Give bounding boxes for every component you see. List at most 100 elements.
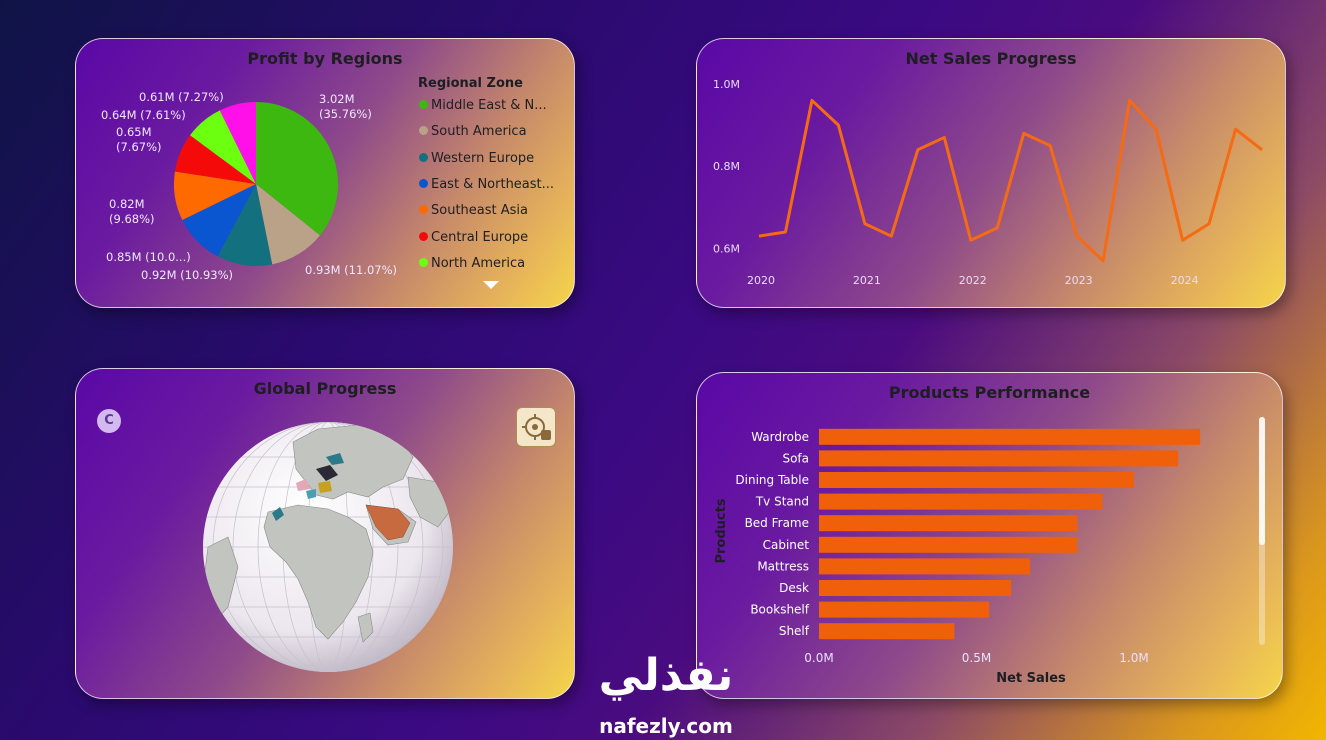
category-label-cabinet: Cabinet	[763, 538, 810, 552]
net-sales-point[interactable]	[1260, 148, 1264, 152]
nafezly-watermark: نفذلي nafezly.com	[586, 650, 746, 740]
net-sales-point[interactable]	[863, 222, 867, 226]
legend-item-southeast-asia[interactable]: Southeast Asia	[419, 203, 528, 218]
legend-item-south-america[interactable]: South America	[419, 124, 527, 139]
pie-slice-east-northeast[interactable]	[182, 184, 256, 257]
products-scrollbar-thumb[interactable]	[1259, 417, 1265, 545]
x-axis-title: Net Sales	[996, 671, 1066, 686]
net-sales-point[interactable]	[916, 148, 920, 152]
y-axis-title: Products	[714, 498, 729, 563]
pie-label-central-europe: 0.65M (7.67%)	[116, 125, 162, 154]
pie-slice-unlabeled-7[interactable]	[219, 102, 256, 184]
net-sales-progress-card: Net Sales Progress 0.6M 0.8M 1.0M 2020 2021 2…	[696, 38, 1286, 308]
legend-item-western-europe[interactable]: Western Europe	[419, 151, 534, 166]
global-progress-card: Global Progress C	[75, 368, 575, 699]
watermark-arabic: نفذلي	[598, 650, 734, 701]
category-label-mattress: Mattress	[757, 559, 809, 573]
net-sales-series-line[interactable]	[758, 98, 1263, 263]
net-sales-point[interactable]	[995, 226, 999, 230]
pie-slice-middle-east-n[interactable]	[256, 102, 338, 236]
bar-sofa[interactable]	[819, 450, 1179, 467]
net-sales-point[interactable]	[889, 234, 893, 238]
x-tick-label: 2021	[853, 274, 881, 287]
bar-mattress[interactable]	[819, 558, 1031, 575]
category-label-desk: Desk	[779, 581, 809, 595]
y-tick-label: 0.8M	[713, 160, 740, 173]
globe-map[interactable]	[198, 417, 458, 677]
category-label-sofa: Sofa	[782, 451, 809, 465]
products-performance-card: Products Performance Wardrobe Sofa Dining …	[696, 372, 1283, 699]
net-sales-point[interactable]	[1022, 131, 1026, 135]
bar-cabinet[interactable]	[819, 536, 1078, 553]
pie-slice-south-america[interactable]	[256, 184, 320, 265]
pie-slice-north-america[interactable]	[190, 110, 256, 184]
net-sales-point[interactable]	[969, 238, 973, 242]
category-label-bookshelf: Bookshelf	[750, 603, 809, 617]
pie-label-east-northeast: 0.85M (10.0...)	[106, 250, 191, 264]
profit-pie-chart	[174, 102, 338, 266]
legend-dot-icon	[419, 178, 428, 188]
net-sales-point[interactable]	[1207, 222, 1211, 226]
legend-dot-icon	[419, 205, 428, 215]
y-tick-label: 1.0M	[713, 78, 740, 91]
pie-label-middle-east: 3.02M (35.76%)	[319, 92, 372, 121]
category-label-bed-frame: Bed Frame	[745, 516, 809, 530]
legend-item-central-europe[interactable]: Central Europe	[419, 230, 528, 245]
net-sales-chart-title: Net Sales Progress	[905, 49, 1077, 68]
products-chart-title: Products Performance	[888, 383, 1091, 402]
pie-slice-western-europe[interactable]	[217, 184, 273, 266]
bar-tv-stand[interactable]	[819, 493, 1103, 510]
pie-label-south-america: 0.93M (11.07%)	[305, 263, 398, 277]
category-label-wardrobe: Wardrobe	[751, 430, 809, 444]
net-sales-point[interactable]	[757, 234, 761, 238]
net-sales-point[interactable]	[1181, 238, 1185, 242]
net-sales-point[interactable]	[1101, 259, 1105, 263]
legend-label: Southeast Asia	[431, 203, 528, 219]
globe-land	[203, 424, 453, 643]
products-bar-chart: Wardrobe Sofa Dining Table Tv Stand Bed Fram…	[714, 428, 1201, 686]
net-sales-point[interactable]	[942, 135, 946, 139]
bar-desk[interactable]	[819, 580, 1012, 596]
legend-item-middle-east-n[interactable]: Middle East & N...	[419, 98, 547, 113]
legend-dot-icon	[419, 100, 428, 109]
net-sales-point[interactable]	[1234, 127, 1238, 131]
bar-dining-table[interactable]	[819, 472, 1134, 488]
legend-item-east-northeast[interactable]: East & Northeast...	[419, 177, 554, 192]
globe-settings-icon	[522, 414, 551, 440]
bar-wardrobe[interactable]	[819, 428, 1201, 445]
legend-label: South America	[431, 124, 527, 140]
bar-bookshelf[interactable]	[819, 601, 990, 618]
x-tick-label: 0.5M	[962, 651, 991, 665]
category-label-tv-stand: Tv Stand	[755, 495, 809, 509]
pie-label-north-america: 0.64M (7.61%)	[101, 108, 186, 122]
legend-title: Regional Zone	[418, 76, 523, 91]
pie-label-western-europe: 0.92M (10.93%)	[141, 268, 234, 282]
x-tick-label: 0.0M	[804, 651, 833, 665]
legend-dot-icon	[419, 257, 428, 267]
watermark-latin: nafezly.com	[599, 714, 733, 738]
pie-label-other: 0.61M (7.27%)	[139, 90, 224, 104]
net-sales-point[interactable]	[810, 98, 814, 102]
net-sales-point[interactable]	[1048, 144, 1052, 148]
profit-by-regions-card: Profit by Regions 3.02M (35.76%) 0.93M (…	[75, 38, 575, 308]
y-tick-label: 0.6M	[713, 242, 740, 255]
bar-bed-frame[interactable]	[819, 515, 1078, 532]
pie-label-southeast-asia: 0.82M (9.68%)	[109, 197, 155, 226]
net-sales-point[interactable]	[1075, 234, 1079, 238]
net-sales-point[interactable]	[1128, 98, 1132, 102]
pie-slice-central-europe[interactable]	[174, 135, 256, 184]
legend-dot-icon	[419, 126, 428, 136]
legend-item-north-america[interactable]: North America	[419, 256, 525, 271]
net-sales-point[interactable]	[783, 230, 787, 234]
net-sales-point[interactable]	[836, 123, 840, 127]
bar-shelf[interactable]	[819, 623, 955, 640]
legend-label: Western Europe	[431, 150, 535, 166]
x-tick-label: 2022	[959, 274, 987, 287]
pie-slice-southeast-asia[interactable]	[174, 171, 256, 220]
map-settings-button[interactable]	[516, 407, 556, 447]
x-tick-label: 2024	[1171, 274, 1199, 287]
legend-scroll-down-icon[interactable]	[483, 281, 499, 289]
net-sales-point[interactable]	[1154, 127, 1158, 131]
global-progress-title: Global Progress	[253, 379, 397, 398]
copilot-badge-icon[interactable]: C	[97, 409, 121, 433]
